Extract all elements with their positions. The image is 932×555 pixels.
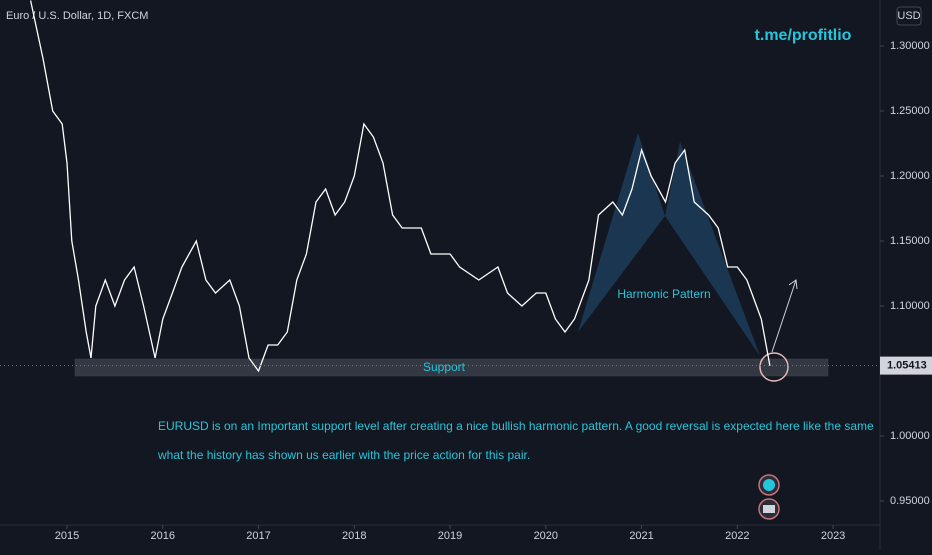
harmonic-leg	[578, 133, 665, 332]
x-tick-label: 2020	[534, 530, 558, 542]
icon	[763, 505, 775, 513]
y-tick-label: 1.30000	[890, 40, 930, 52]
x-tick-label: 2018	[342, 530, 366, 542]
y-tick-label: 1.00000	[890, 430, 930, 442]
x-tick-label: 2015	[55, 530, 79, 542]
y-tick-label: 1.20000	[890, 170, 930, 182]
chart-title: Euro / U.S. Dollar, 1D, FXCM	[6, 10, 148, 22]
x-tick-label: 2023	[821, 530, 845, 542]
icon	[763, 479, 775, 491]
annotation: EURUSD is on an Important support level …	[158, 419, 874, 462]
arrow	[771, 279, 797, 353]
highlight-circle	[759, 352, 789, 382]
harmonic-leg	[665, 142, 760, 356]
support-zone	[74, 358, 829, 377]
price-line	[29, 0, 771, 373]
x-tick-label: 2019	[438, 530, 462, 542]
x-tick-label: 2016	[151, 530, 175, 542]
support-label: Support	[423, 360, 466, 374]
arrow-head	[788, 279, 798, 290]
y-tick-label: 1.15000	[890, 235, 930, 247]
last-price-box	[880, 356, 932, 375]
y-tick-label: 1.10000	[890, 300, 930, 312]
currency-box	[896, 6, 922, 26]
last-price-label: 1.05413	[887, 360, 927, 372]
y-tick-label: 0.95000	[890, 495, 930, 507]
x-tick-label: 2021	[629, 530, 653, 542]
pattern-label: Harmonic Pattern	[617, 287, 710, 301]
watermark: t.me/profitlio	[755, 27, 852, 44]
y-tick-label: 1.25000	[890, 105, 930, 117]
currency: USD	[897, 10, 920, 22]
x-tick-label: 2017	[246, 530, 270, 542]
x-tick-label: 2022	[725, 530, 749, 542]
